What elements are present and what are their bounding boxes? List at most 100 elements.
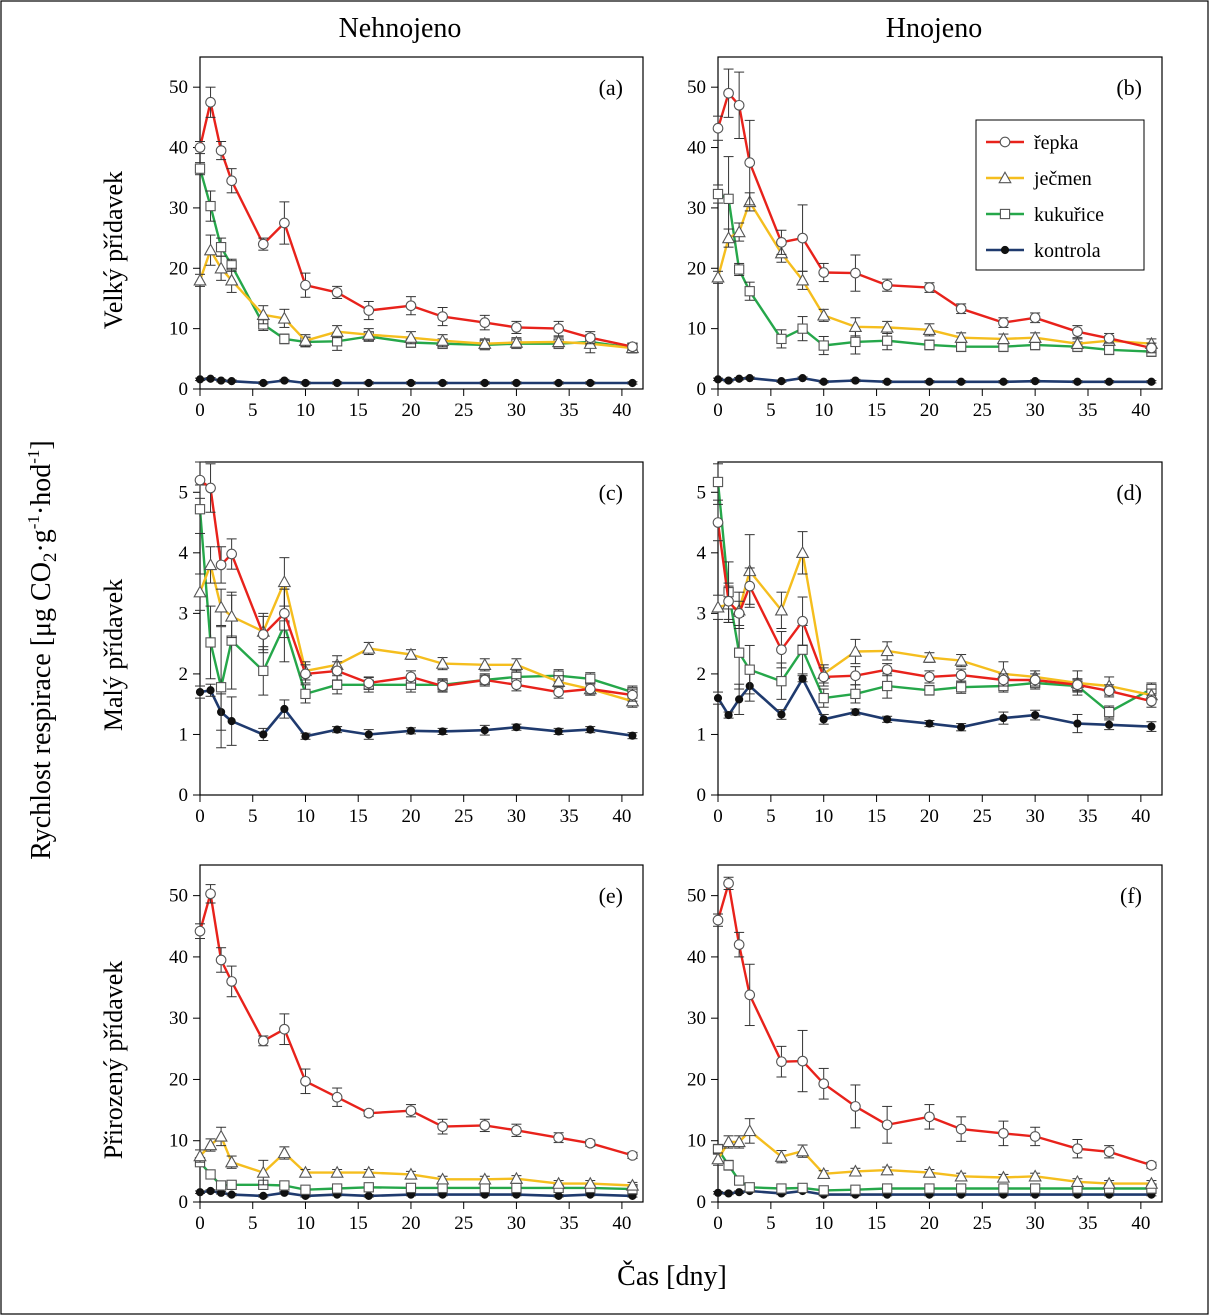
data-point [848, 1164, 863, 1177]
data-point [880, 320, 894, 333]
x-tick-label: 25 [973, 806, 992, 827]
y-tick-label: 10 [687, 1131, 706, 1152]
data-point [333, 378, 342, 388]
data-point [818, 1078, 830, 1090]
y-tick-label: 4 [179, 543, 189, 564]
data-point [364, 730, 373, 739]
y-tick-label: 0 [179, 379, 189, 400]
x-tick-label: 35 [560, 806, 579, 827]
data-point [1103, 706, 1115, 718]
data-point [584, 332, 596, 344]
ylabel-part-main: Rychlost respirace [μg CO [26, 562, 57, 860]
data-point [1103, 332, 1115, 344]
data-point [1072, 326, 1083, 338]
x-axis-label: Čas [dny] [617, 1261, 727, 1292]
data-point [818, 267, 830, 278]
series-řepka [712, 68, 1157, 354]
data-point [954, 653, 968, 666]
data-point [363, 305, 375, 316]
data-point [735, 374, 744, 383]
x-tick-label: 5 [766, 400, 776, 421]
y-tick-label: 0 [179, 1192, 189, 1213]
data-point [723, 1160, 734, 1171]
x-tick-label: 15 [349, 400, 368, 421]
data-point [363, 1107, 375, 1119]
data-point [744, 989, 756, 1001]
data-point [881, 664, 893, 676]
data-point [776, 644, 787, 656]
x-tick-label: 35 [1079, 1213, 1098, 1234]
data-point [300, 279, 311, 291]
x-tick-label: 15 [349, 1213, 368, 1234]
data-point [437, 1182, 448, 1194]
data-point [362, 641, 376, 654]
panel-f: 0 10 20 30 40 50 0 5 10 15 20 25 30 35 40 (f) [687, 864, 1163, 1234]
data-point [586, 378, 595, 388]
legend-swatch-marker [998, 171, 1012, 184]
data-point [331, 1091, 343, 1103]
data-point [205, 888, 216, 900]
plot-area-border [717, 864, 1163, 1203]
x-tick-label: 20 [401, 400, 420, 421]
y-tick-label: 0 [697, 379, 707, 400]
panel-e: 0 10 20 30 40 50 0 5 10 15 20 25 30 35 40 (e) [169, 864, 644, 1234]
data-point [713, 375, 723, 384]
data-point [776, 1183, 787, 1194]
x-tick-label: 20 [920, 1213, 939, 1234]
data-point [954, 330, 968, 343]
data-point [226, 175, 237, 187]
y-tick-label: 5 [697, 482, 707, 503]
data-point [733, 939, 745, 951]
data-point [478, 336, 492, 349]
data-point [712, 188, 724, 200]
series-line [199, 377, 633, 385]
y-tick-label: 0 [697, 1192, 707, 1213]
series-line [199, 1161, 633, 1191]
x-tick-label: 10 [296, 1213, 315, 1234]
y-tick-label: 4 [697, 543, 707, 564]
data-point [331, 287, 343, 298]
legend-swatch-marker [999, 136, 1011, 148]
data-point [797, 615, 808, 627]
data-point [511, 322, 522, 333]
data-point [257, 629, 269, 640]
panel-letter: (d) [1116, 480, 1142, 505]
data-point [776, 1056, 787, 1068]
series-line [717, 376, 1152, 384]
y-tick-label: 40 [169, 138, 188, 159]
y-tick-label: 20 [687, 1069, 706, 1090]
data-point [512, 378, 521, 388]
data-point [1103, 1146, 1115, 1158]
data-point [1103, 344, 1115, 355]
y-tick-label: 0 [697, 785, 707, 806]
data-point [955, 303, 967, 315]
series-řepka [194, 884, 638, 1161]
data-point [1147, 722, 1156, 731]
data-point [1073, 377, 1082, 386]
series-line [198, 248, 633, 350]
data-point [1031, 710, 1040, 720]
data-point [818, 1185, 829, 1196]
data-point [733, 647, 745, 658]
series-line [199, 1135, 633, 1187]
data-point [745, 374, 754, 383]
data-point [922, 1165, 937, 1178]
data-point [195, 375, 205, 384]
data-point [625, 1178, 640, 1191]
data-point [406, 726, 416, 735]
data-point [954, 1169, 968, 1182]
data-point [955, 1183, 967, 1194]
data-point [850, 1101, 861, 1112]
data-point [331, 665, 343, 677]
data-point [998, 317, 1009, 328]
data-point [193, 1149, 207, 1162]
data-point [259, 730, 268, 739]
ylabel-part-end: ] [26, 440, 57, 449]
data-point [744, 286, 755, 297]
series-line [716, 882, 1152, 1167]
data-point [732, 225, 746, 238]
series-line [716, 91, 1152, 350]
plot-area-border [199, 56, 644, 390]
col-title-nehnojeno: Nehnojeno [339, 13, 462, 44]
